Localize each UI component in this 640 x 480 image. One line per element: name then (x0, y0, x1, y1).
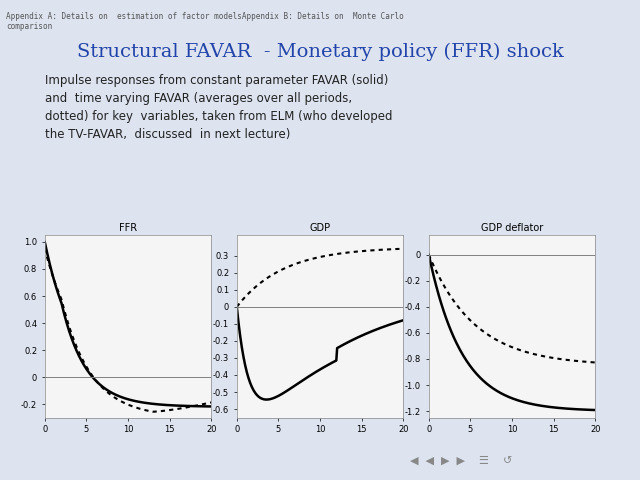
Text: Impulse responses from constant parameter FAVAR (solid)
and  time varying FAVAR : Impulse responses from constant paramete… (45, 74, 392, 142)
Title: GDP deflator: GDP deflator (481, 223, 543, 233)
Title: GDP: GDP (309, 223, 331, 233)
Text: ◀  ◀  ▶  ▶    ☰    ↺: ◀ ◀ ▶ ▶ ☰ ↺ (410, 456, 512, 466)
Text: Appendix A: Details on  estimation of factor modelsAppendix B: Details on  Monte: Appendix A: Details on estimation of fac… (6, 12, 404, 31)
Text: Structural FAVAR  - Monetary policy (FFR) shock: Structural FAVAR - Monetary policy (FFR)… (77, 43, 563, 61)
Title: FFR: FFR (119, 223, 137, 233)
